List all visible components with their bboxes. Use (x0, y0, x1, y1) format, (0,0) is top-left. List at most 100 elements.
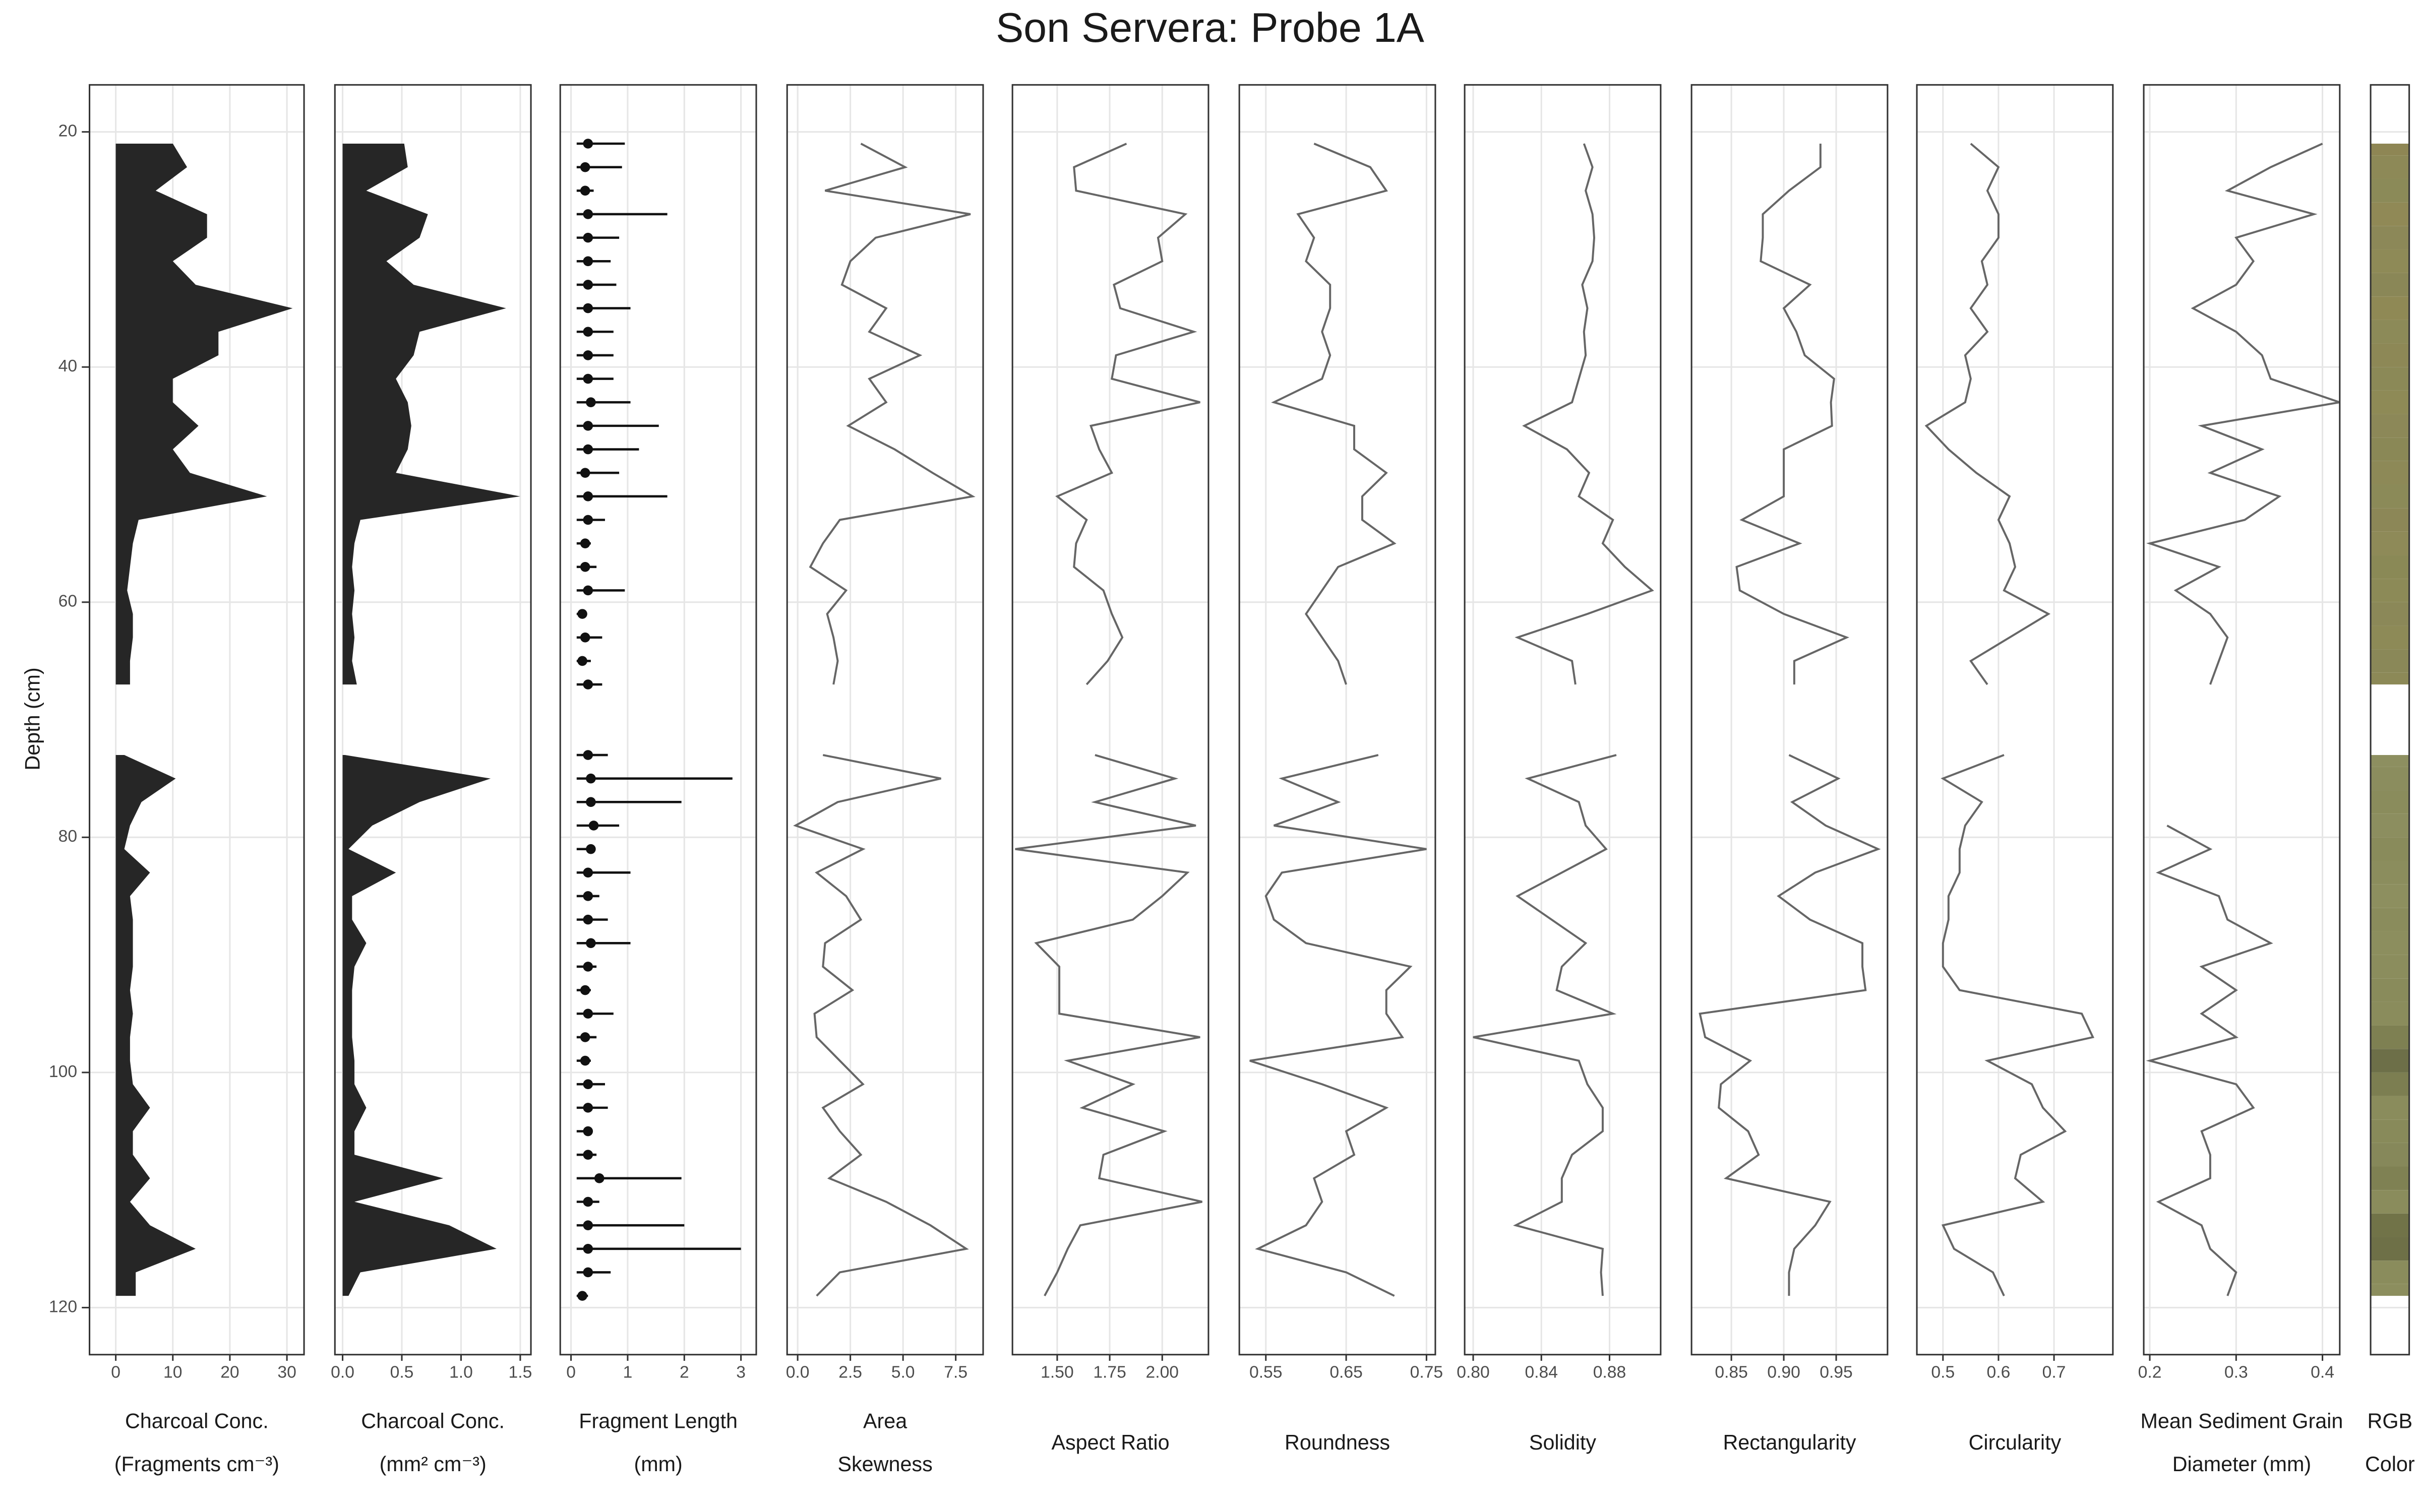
panel-label: Mean Sediment Grain (2140, 1409, 2343, 1432)
panel-background (1465, 85, 1661, 1355)
color-band (2371, 931, 2409, 955)
x-tick-label: 0.5 (390, 1363, 414, 1381)
panel-border (89, 84, 305, 1356)
line (1249, 143, 1427, 1297)
area (342, 755, 497, 1296)
color-band (2371, 837, 2409, 861)
x-tick-label: 30 (277, 1363, 296, 1381)
color-band (2371, 508, 2409, 532)
point (580, 985, 590, 995)
color-band (2371, 249, 2409, 273)
color-band (2371, 884, 2409, 908)
panel-background (787, 85, 983, 1355)
color-band (2371, 367, 2409, 391)
x-tick-label: 0.85 (1715, 1363, 1748, 1381)
area (115, 755, 196, 1296)
y-tick-label: 80 (58, 827, 77, 846)
color-band (2371, 437, 2409, 461)
color-band (2371, 860, 2409, 885)
x-tick-label: 0.75 (1410, 1363, 1443, 1381)
color-band (2371, 1190, 2409, 1214)
panel-label: Skewness (837, 1453, 932, 1476)
color-band (2371, 226, 2409, 249)
point (583, 867, 593, 878)
panel-border (1238, 84, 1436, 1356)
color-band (2371, 602, 2409, 626)
panel-label: Color (2365, 1453, 2415, 1476)
color-band (2371, 296, 2409, 320)
line (1015, 143, 1202, 1297)
point (583, 303, 593, 313)
x-tick-label: 0.5 (1931, 1363, 1955, 1381)
point (583, 1126, 593, 1137)
color-band (2371, 755, 2409, 767)
color-band (2371, 1237, 2409, 1261)
line (1473, 143, 1654, 1296)
x-tick-label: 1.0 (449, 1363, 473, 1381)
point (583, 962, 593, 972)
x-tick-label: 2.5 (838, 1363, 862, 1381)
panel-label: Aspect Ratio (1051, 1431, 1169, 1454)
x-tick-label: 0.3 (2224, 1363, 2248, 1381)
panel-label: (mm) (634, 1453, 682, 1476)
panel-border (1690, 84, 1889, 1356)
x-tick-label: 0.65 (1329, 1363, 1363, 1381)
point (577, 609, 587, 619)
color-band (2371, 461, 2409, 485)
color-band (2371, 908, 2409, 931)
panel-border (334, 84, 532, 1356)
area (115, 144, 293, 685)
line (793, 143, 976, 1297)
color-band (2371, 1072, 2409, 1096)
color-band (2371, 178, 2409, 203)
panel-label: Solidity (1529, 1431, 1597, 1454)
point (580, 185, 590, 196)
y-tick-label: 40 (58, 357, 77, 375)
point (580, 1032, 590, 1042)
color-band (2371, 1143, 2409, 1167)
panel-label: Roundness (1285, 1431, 1390, 1454)
point (583, 373, 593, 384)
point (583, 750, 593, 760)
color-band (2371, 790, 2409, 814)
x-tick-label: 1.50 (1041, 1363, 1074, 1381)
panel-background (2144, 85, 2340, 1355)
x-tick-label: 1.5 (509, 1363, 532, 1381)
color-band (2371, 1119, 2409, 1143)
x-tick-label: 3 (736, 1363, 746, 1381)
color-band (2371, 390, 2409, 414)
panel-background (1917, 85, 2113, 1355)
point (588, 821, 599, 831)
x-tick-label: 10 (163, 1363, 182, 1381)
y-tick-label: 60 (58, 592, 77, 611)
panel-label: (mm² cm⁻³) (380, 1453, 487, 1476)
color-band (2371, 813, 2409, 838)
color-band (2371, 1261, 2409, 1284)
point (583, 491, 593, 501)
point (583, 585, 593, 596)
point (586, 773, 596, 784)
color-band (2371, 1049, 2409, 1073)
color-band (2371, 1025, 2409, 1049)
y-tick-label: 120 (49, 1297, 77, 1316)
y-tick-label: 100 (49, 1062, 77, 1081)
x-tick-label: 0.0 (331, 1363, 354, 1381)
point (594, 1173, 604, 1183)
point (583, 891, 593, 901)
color-band (2371, 144, 2409, 156)
color-band (2371, 1213, 2409, 1237)
point (583, 1267, 593, 1278)
panel-border (2143, 84, 2341, 1356)
x-tick-label: 0.80 (1457, 1363, 1490, 1381)
point (583, 1220, 593, 1230)
point (583, 139, 593, 149)
color-band (2371, 1166, 2409, 1190)
area (342, 144, 520, 685)
color-band (2371, 672, 2409, 685)
color-band (2371, 767, 2409, 791)
y-tick-label: 20 (58, 122, 77, 141)
x-tick-label: 1.75 (1093, 1363, 1126, 1381)
x-tick-label: 2 (680, 1363, 689, 1381)
